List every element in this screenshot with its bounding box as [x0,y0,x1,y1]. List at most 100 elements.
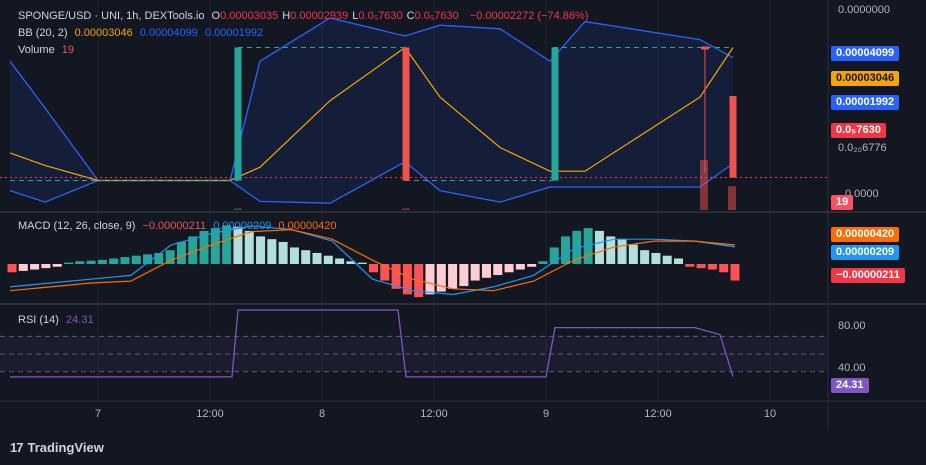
macd-hist-bar [707,264,717,270]
macd-hist-badge: −0.00000211 [831,268,905,283]
macd-hist-value: −0.00000211 [142,220,207,232]
macd-hist-bar [594,230,604,264]
price-axis-top-label: 0.0000000 [838,4,890,16]
price-pane [0,17,828,210]
macd-hist-bar [335,258,345,264]
macd-hist-bar [504,264,514,273]
price-legend: SPONGE/USD · UNI, 1h, DEXTools.io O0.000… [18,10,592,22]
macd-line-value: 0.00000209 [213,220,272,232]
ohlc-key: C [406,10,415,22]
macd-hist-bar [267,239,277,264]
bb-band-fill [10,18,733,204]
bb-label: BB (20, 2) [18,27,68,39]
macd-hist-bar [30,264,40,270]
time-axis-label: 9 [542,408,550,420]
macd-hist-bar [402,264,412,295]
volume-bar [402,208,410,210]
grid [97,0,771,400]
volume-legend: Volume 19 [18,44,78,56]
ohlc-value: 0.00002939 [290,10,349,22]
macd-hist-bar [561,236,571,264]
price-change: −0.00002272 (−74.86%) [469,10,589,22]
macd-hist-bar [685,264,695,267]
candle-body [701,46,709,50]
rsi-badge: 24.31 [831,378,869,393]
volume-label: Volume [18,44,55,56]
bb-basis-badge: 0.00003046 [831,71,900,86]
macd-hist-bar [651,252,661,264]
ohlc-key: L [352,10,359,22]
macd-hist-bar [617,239,627,264]
macd-hist-bar [301,250,311,264]
bb-lower-badge: 0.00001992 [831,95,900,110]
last-price-badge: 0.0₅7630 [831,123,886,138]
time-axis-label: 8 [318,408,326,420]
macd-hist-bar [527,264,537,267]
rsi-pane [0,309,828,378]
macd-hist-bar [41,264,51,269]
bb-upper-badge: 0.00004099 [831,46,900,61]
ohlc-values: O0.00003035 H0.00002939 L0.0₅7630 C0.0₅7630 [212,10,463,22]
macd-hist-bar [233,226,243,264]
bb-upper-value: 0.00004099 [139,27,198,39]
macd-hist-bar [289,247,299,264]
tradingview-brand: TradingView [27,440,104,455]
tradingview-logo-icon: 17 [10,440,24,455]
ohlc-value: 0.0₅7630 [414,10,459,22]
macd-hist-bar [18,264,28,271]
macd-hist-bar [75,261,85,264]
tradingview-logo[interactable]: 17 TradingView [10,440,104,455]
macd-hist-bar [312,252,322,264]
time-axis-label: 7 [94,408,102,420]
macd-hist-bar [730,264,740,281]
macd-hist-bar [278,241,288,264]
macd-label: MACD (12, 26, close, 9) [18,220,136,232]
macd-hist-bar [640,250,650,264]
candle-body [551,47,559,181]
volume-bar [234,208,242,210]
rsi-value: 24.31 [66,314,94,326]
macd-pane [7,225,740,298]
candle-body [402,47,410,181]
symbol-title: SPONGE/USD · UNI, 1h, DEXTools.io [18,10,205,22]
macd-hist-bar [549,247,559,264]
macd-hist-bar [583,228,593,264]
ohlc-value: 0.0₅7630 [358,10,403,22]
macd-hist-bar [448,264,458,289]
macd-hist-bar [515,264,525,270]
rsi-label: RSI (14) [18,314,59,326]
volume-bar [728,186,736,210]
macd-hist-bar [425,264,435,295]
macd-line [9,225,736,296]
macd-signal-value: 0.00000420 [278,220,337,232]
macd-hist-bar [7,264,17,273]
candle-body [729,96,737,178]
macd-hist-bar [109,258,119,264]
macd-hist-bar [696,264,706,269]
macd-hist-bar [493,264,503,276]
ohlc-key: O [211,10,221,22]
macd-hist-bar [481,264,491,278]
macd-hist-bar [165,250,175,264]
price-axis-label: 0.0₂₀6776 [838,142,887,154]
macd-hist-bar [369,264,378,273]
macd-hist-bar [86,260,96,264]
rsi-line [10,309,734,378]
macd-hist-bar [459,264,469,287]
macd-hist-bar [719,264,729,273]
macd-hist-bar [222,225,232,264]
macd-hist-bar [538,261,548,264]
time-axis-label: 12:00 [196,408,224,420]
rsi-axis-label-80: 80.00 [838,320,866,332]
macd-hist-bar [154,252,164,264]
macd-hist-bar [120,257,130,264]
macd-hist-bar [256,236,266,264]
macd-hist-bar [143,254,153,264]
bb-basis-value: 0.00003046 [74,27,133,39]
rsi-legend: RSI (14) 24.31 [18,314,98,326]
macd-hist-bar [63,262,73,264]
ohlc-value: 0.00003035 [220,10,279,22]
macd-hist-bar [52,264,62,267]
macd-badge: 0.00000209 [831,245,900,260]
